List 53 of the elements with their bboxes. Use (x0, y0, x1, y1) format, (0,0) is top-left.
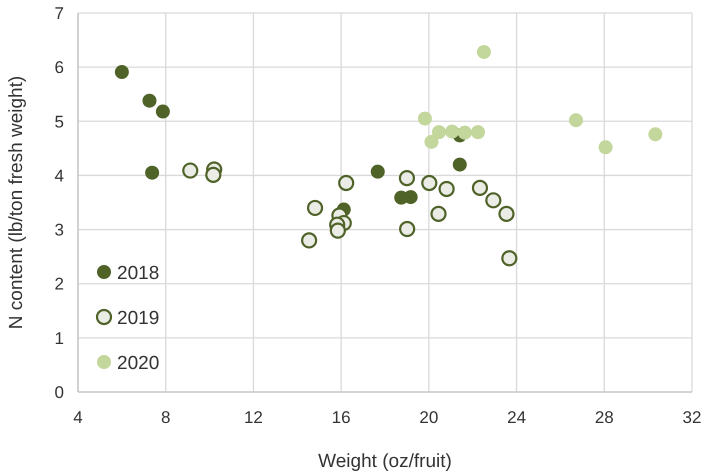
point (598, 140, 613, 154)
point (438, 180, 455, 198)
legend-label: 2018 (117, 263, 160, 284)
point (399, 220, 416, 238)
x-tick-label: 20 (419, 408, 438, 427)
y-tick-label: 4 (54, 166, 64, 186)
point (498, 206, 515, 222)
point (470, 125, 485, 140)
x-tick-label: 8 (160, 408, 170, 427)
y-tick-label: 6 (54, 58, 64, 78)
point (370, 164, 385, 179)
x-tick-label: 16 (332, 408, 351, 427)
legend-label: 2020 (117, 353, 160, 374)
x-tick-label: 28 (594, 408, 614, 427)
x-tick-label: 32 (682, 408, 702, 427)
point (445, 124, 460, 139)
point (330, 222, 346, 239)
point (424, 134, 438, 149)
point (430, 206, 447, 222)
point (205, 166, 222, 183)
x-tick-label: 24 (507, 408, 526, 427)
x-tick-label: 12 (244, 408, 263, 427)
x-tick-label: 4 (73, 408, 83, 427)
point (182, 162, 198, 179)
point (156, 104, 170, 119)
point (114, 65, 129, 79)
point (569, 113, 583, 128)
y-tick-label: 7 (54, 4, 64, 23)
point (142, 94, 156, 108)
x-axis-title: Weight (oz/fruit) (318, 451, 452, 472)
point (421, 174, 438, 192)
y-tick-label: 3 (54, 220, 64, 240)
point (418, 112, 432, 126)
point (338, 174, 354, 192)
point (648, 127, 662, 142)
point (398, 170, 416, 186)
point (476, 44, 491, 59)
y-tick-label: 1 (54, 328, 64, 348)
point (404, 190, 418, 204)
y-tick-label: 5 (54, 112, 64, 132)
point (306, 200, 324, 216)
point (145, 166, 160, 180)
legend-label: 2019 (117, 308, 160, 329)
y-tick-label: 0 (54, 383, 64, 402)
point (458, 126, 472, 140)
point (485, 192, 502, 208)
y-axis-title: N content (lb/ton fresh weight) (6, 76, 27, 330)
point (301, 232, 318, 248)
y-tick-label: 2 (54, 274, 64, 294)
point (472, 180, 488, 196)
point (452, 158, 467, 172)
point (432, 125, 446, 140)
point (501, 250, 518, 266)
